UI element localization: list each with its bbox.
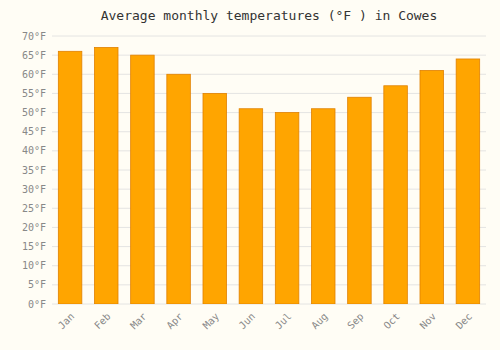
x-tick-label: Jun [237,311,258,332]
y-tick-label: 55°F [22,88,46,99]
y-tick-label: 25°F [22,203,46,214]
x-tick-label: Aug [309,311,330,332]
bar [203,93,227,304]
x-tick-label: Jan [56,311,77,332]
y-tick-label: 70°F [22,31,46,42]
y-tick-label: 15°F [22,241,46,252]
x-tick-label: Jul [273,311,294,332]
x-tick-label: Nov [418,311,439,332]
bar [239,109,263,304]
bar [384,86,408,304]
bar [94,47,118,304]
y-tick-label: 65°F [22,50,46,61]
bar [275,113,299,304]
y-axis: 0°F 5°F 10°F 15°F 20°F 25°F 30°F 35°F 40°F 45°F 50… [22,31,486,310]
grid-line [52,36,486,37]
title: Average monthly temperatures (°F ) in Co… [101,8,438,23]
bar [58,51,82,304]
x-tick-label: Feb [92,311,113,332]
y-tick-label: 20°F [22,222,46,233]
bar [456,59,480,304]
y-tick-label: 0°F [28,299,46,310]
x-tick-label: Mar [128,311,149,332]
y-tick-label: 50°F [22,107,46,118]
x-tick-label: Dec [454,311,475,332]
y-tick-label: 30°F [22,184,46,195]
y-tick-label: 5°F [28,279,46,290]
x-tick-label: Oct [381,311,402,332]
x-axis: Jan Feb Mar Apr May Jun Jul Aug Sep Oct Nov Dec [56,311,474,332]
y-tick-label: 45°F [22,126,46,137]
y-tick-label: 35°F [22,165,46,176]
bar [348,97,372,304]
bars [58,47,479,304]
x-tick-label: May [201,311,222,332]
y-tick-label: 60°F [22,69,46,80]
background [0,0,500,350]
y-tick-label: 40°F [22,145,46,156]
chart: Average monthly temperatures (°F ) in Co… [0,0,500,350]
y-tick-label: 10°F [22,260,46,271]
bar [131,55,155,304]
x-tick-label: Apr [164,311,185,332]
bar [420,70,444,304]
x-tick-label: Sep [345,311,366,332]
bar [311,109,335,304]
bar [167,74,191,304]
